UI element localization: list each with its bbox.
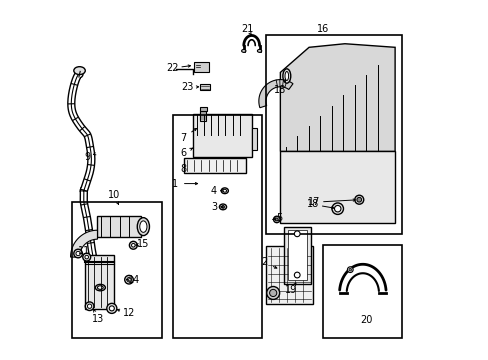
Text: 3: 3 (210, 202, 217, 212)
Bar (287, 230, 306, 280)
Ellipse shape (275, 218, 278, 221)
Text: 23: 23 (181, 82, 194, 93)
Text: 19: 19 (285, 285, 297, 295)
Ellipse shape (95, 284, 105, 291)
Bar (199, 107, 206, 111)
Bar (323, 244, 402, 338)
Text: 10: 10 (107, 190, 120, 200)
Ellipse shape (346, 267, 352, 273)
Ellipse shape (348, 269, 351, 271)
Ellipse shape (356, 197, 361, 202)
Text: 2: 2 (261, 257, 267, 267)
Bar (194, 62, 208, 72)
Ellipse shape (129, 241, 137, 249)
Text: 22: 22 (165, 63, 178, 73)
Bar (280, 151, 394, 223)
Bar (251, 128, 257, 149)
Ellipse shape (131, 243, 135, 247)
Ellipse shape (76, 251, 80, 256)
Bar (200, 110, 206, 121)
Text: 11: 11 (78, 246, 90, 256)
Text: 16: 16 (316, 24, 328, 35)
Text: 1: 1 (171, 179, 177, 189)
Bar (183, 158, 246, 173)
Text: 21: 21 (241, 24, 253, 34)
Bar (199, 84, 210, 90)
Text: 17: 17 (307, 197, 319, 207)
Ellipse shape (282, 69, 290, 83)
Ellipse shape (273, 216, 280, 223)
Text: 12: 12 (122, 309, 135, 318)
Text: 13: 13 (92, 314, 104, 324)
Text: 18: 18 (306, 199, 318, 210)
Ellipse shape (223, 189, 226, 192)
Ellipse shape (124, 275, 133, 284)
Bar (265, 246, 312, 304)
Ellipse shape (82, 253, 90, 261)
Ellipse shape (106, 303, 117, 314)
Text: 9: 9 (84, 152, 90, 162)
Ellipse shape (74, 67, 85, 75)
Ellipse shape (294, 231, 300, 237)
Ellipse shape (126, 278, 131, 282)
Text: 4: 4 (210, 186, 217, 197)
Text: 18: 18 (273, 85, 285, 95)
Ellipse shape (331, 203, 343, 215)
Ellipse shape (257, 49, 261, 52)
Ellipse shape (221, 188, 228, 194)
Ellipse shape (354, 195, 363, 204)
Ellipse shape (221, 206, 224, 208)
Ellipse shape (266, 287, 279, 300)
Ellipse shape (85, 255, 88, 259)
Text: 15: 15 (137, 239, 149, 249)
Polygon shape (280, 44, 394, 151)
Ellipse shape (294, 272, 300, 278)
Bar (265, 35, 402, 234)
Text: 5: 5 (276, 213, 282, 223)
Ellipse shape (285, 72, 288, 81)
Ellipse shape (219, 204, 226, 210)
Text: 6: 6 (180, 148, 186, 158)
Bar (85, 255, 113, 309)
Text: 8: 8 (180, 164, 186, 174)
Text: 7: 7 (180, 133, 186, 143)
Polygon shape (70, 230, 97, 257)
Ellipse shape (137, 218, 149, 235)
Ellipse shape (269, 289, 276, 297)
Ellipse shape (109, 306, 114, 311)
Ellipse shape (74, 249, 82, 258)
Ellipse shape (87, 304, 92, 309)
Ellipse shape (97, 286, 103, 289)
Text: 14: 14 (128, 275, 140, 285)
Text: 20: 20 (360, 315, 372, 325)
Bar (172, 116, 262, 338)
Bar (192, 114, 251, 157)
Ellipse shape (140, 221, 147, 232)
Polygon shape (258, 80, 292, 108)
Bar (97, 216, 140, 237)
Bar (72, 202, 162, 338)
Ellipse shape (241, 49, 245, 52)
Bar (284, 226, 310, 284)
Ellipse shape (334, 206, 340, 212)
Ellipse shape (85, 302, 94, 311)
